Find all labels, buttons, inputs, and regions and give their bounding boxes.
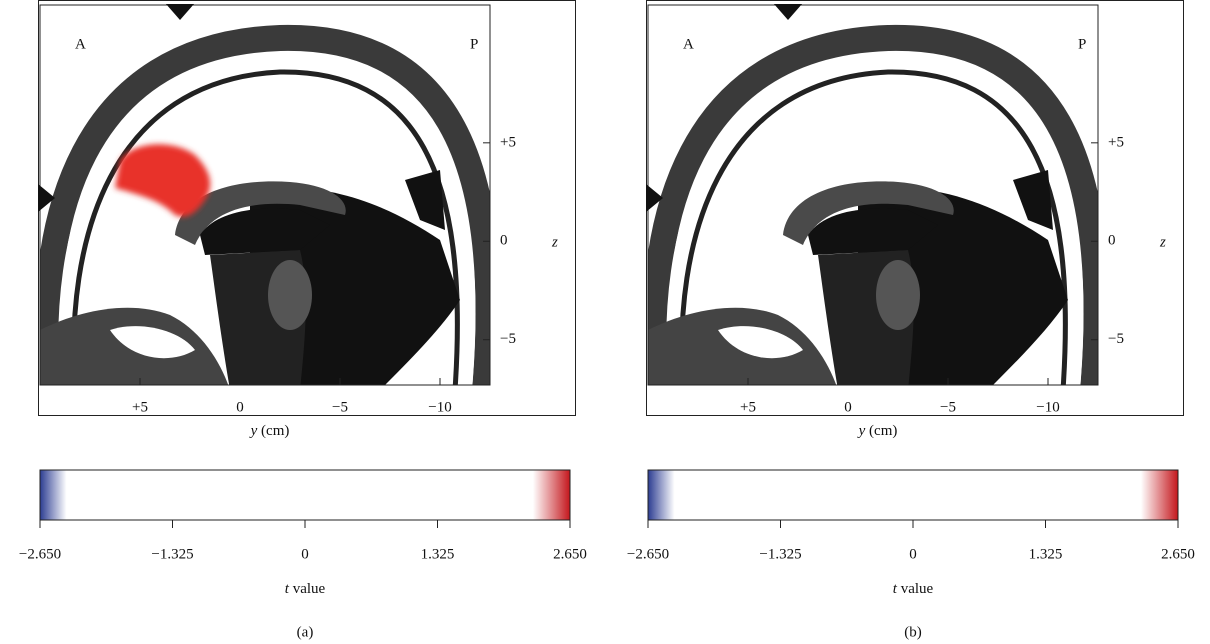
axis-unit: (cm) [869,423,897,439]
colorbar-tick-label: 1.325 [1029,546,1063,562]
colorbar-tick-label: −2.650 [627,546,669,562]
colorbar-tick-label: −2.650 [19,546,61,562]
x-tick-label: −10 [1036,399,1059,415]
slice-marker-left [38,184,55,212]
sinus [110,326,195,359]
sinus [718,326,803,359]
z-axis-label: z [1159,234,1166,250]
x-tick-label: −5 [332,399,348,415]
colorbar-tick-label: 2.650 [553,546,587,562]
z-tick-label: 0 [1108,233,1116,249]
z-tick-label: +5 [500,134,516,150]
colorbar [39,469,571,521]
slice-marker-top [774,4,802,20]
mri-slice [648,5,1098,385]
colorbar-tick-label: 1.325 [421,546,455,562]
scalp-line [58,52,476,385]
activation [115,144,211,217]
z-tick-label: 0 [500,233,508,249]
colorbar-tick-label: −1.325 [151,546,193,562]
corner-label: A [75,36,86,52]
x-tick-label: +5 [132,399,148,415]
brain-edge [679,69,1068,385]
z-tick-label: −5 [1108,331,1124,347]
occipital-speckle [405,170,445,230]
axis-variable: y [249,423,258,439]
panel-label: (b) [904,624,922,640]
corner-label: A [683,36,694,52]
colorbar-label: t value [285,581,326,597]
colorbar-unit: value [901,581,934,597]
colorbar-tick-label: −1.325 [759,546,801,562]
skull [648,24,1098,385]
panel-label: (a) [297,624,314,640]
corner-label: P [1078,36,1086,52]
colorbar-unit: value [293,581,326,597]
x-tick-label: +5 [740,399,756,415]
mri-slice [40,5,490,385]
colorbar-tick-label: 2.650 [1161,546,1195,562]
brain-edge [71,69,460,385]
ventricle [200,208,330,255]
scalp-line [666,52,1084,385]
ventricle [808,208,938,255]
slice-marker-top [166,4,194,20]
colorbar-tick-label: 0 [909,546,917,562]
panel: A P +5 0 −5 −10 y (cm) +5 0 −5 z −2.650 −1.325 0 1.325… [627,0,1195,640]
z-axis-label: z [551,234,558,250]
occipital-speckle [1013,170,1053,230]
corner-label: P [470,36,478,52]
thalamus [876,260,920,330]
colorbar [647,469,1179,521]
skull [40,24,490,385]
z-tick-label: +5 [1108,134,1124,150]
panel: A P +5 0 −5 −10 y (cm) +5 0 −5 z −2.650 −1.325 0 1.325… [19,0,587,640]
colorbar-label: t value [893,581,934,597]
corpus-callosum [175,181,346,245]
x-tick-label: −5 [940,399,956,415]
x-tick-label: 0 [844,399,852,415]
x-axis-label: y (cm) [857,423,898,439]
corpus-callosum [783,181,954,245]
x-tick-label: −10 [428,399,451,415]
colorbar-variable: t [893,581,898,597]
colorbar-variable: t [285,581,290,597]
colorbar-tick-label: 0 [301,546,309,562]
x-axis-label: y (cm) [249,423,290,439]
z-tick-label: −5 [500,331,516,347]
thalamus [268,260,312,330]
axis-variable: y [857,423,866,439]
axis-unit: (cm) [261,423,289,439]
x-tick-label: 0 [236,399,244,415]
slice-marker-left [646,184,663,212]
